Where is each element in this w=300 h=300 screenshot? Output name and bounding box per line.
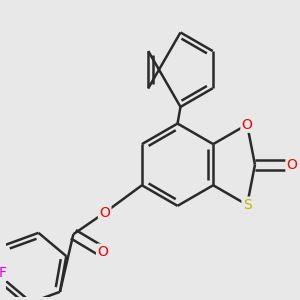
Text: O: O	[97, 245, 108, 259]
Text: O: O	[287, 158, 298, 172]
Text: O: O	[99, 206, 110, 220]
Text: O: O	[242, 118, 253, 131]
Text: F: F	[0, 266, 7, 280]
Text: S: S	[243, 198, 251, 212]
